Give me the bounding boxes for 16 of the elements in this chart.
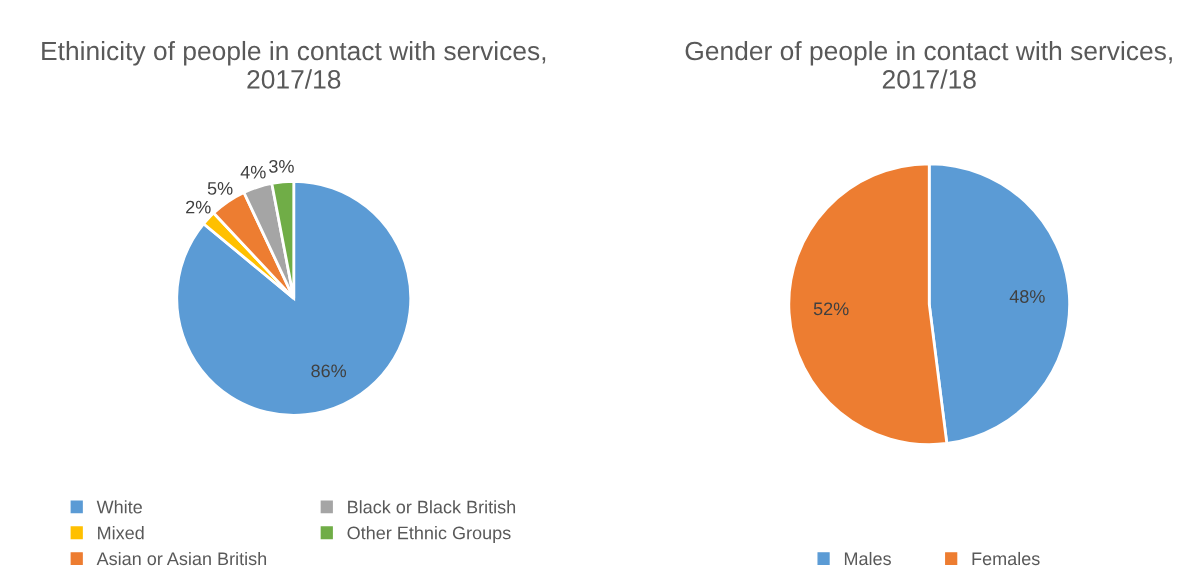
data-label: 4% (240, 165, 266, 179)
chart-title: Gender of people in contact with services, 2017/18 (685, 40, 1172, 89)
legend-label: Males (844, 551, 891, 566)
legend-label: Black or Black British (348, 500, 516, 514)
data-label: 52% (813, 302, 849, 316)
data-label: 86% (311, 364, 347, 378)
data-label: 48% (1009, 290, 1045, 303)
legend-label: Mixed (98, 526, 144, 540)
data-label: 5% (207, 182, 233, 195)
chart-title: Ethinicity of people in contact with services, 2017/18 (42, 40, 546, 89)
data-label: 3% (269, 159, 294, 173)
data-label: 2% (186, 200, 211, 214)
legend-label: White (96, 500, 142, 514)
legend-label: Other Ethnic Groups (347, 526, 511, 543)
legend-label: Females (972, 551, 1040, 566)
legend-label: Asian or Asian British (96, 551, 267, 566)
